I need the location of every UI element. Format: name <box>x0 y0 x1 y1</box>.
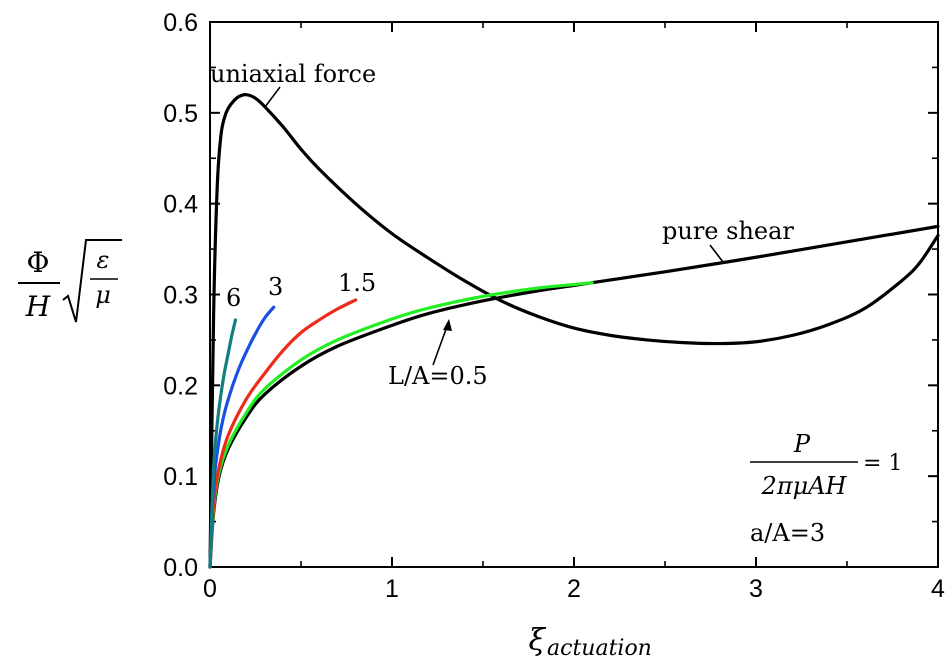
y-tick-label: 0.5 <box>163 100 198 128</box>
series-line-2 <box>208 281 594 569</box>
axis-ticks <box>209 21 939 568</box>
annotation-L-over-A-arrowhead <box>443 319 452 331</box>
series-line-5 <box>208 318 238 569</box>
y-tick-label: 0.1 <box>163 463 198 491</box>
y-label-numerator: Φ <box>27 246 50 279</box>
annotation-uniaxial-force: uniaxial force <box>210 60 376 88</box>
annotation-L-over-A: L/A=0.5 <box>388 362 488 390</box>
series-line-3 <box>208 298 358 569</box>
y-tick-label: 0.0 <box>163 554 198 582</box>
annotation-uniaxial-pointer <box>264 86 281 108</box>
y-axis-label: Φ H ε μ <box>18 239 122 323</box>
annotation-pure-shear: pure shear <box>662 217 794 245</box>
y-label-sqrt-numerator: ε <box>97 246 110 274</box>
label-curve-1.5: 1.5 <box>338 269 376 297</box>
y-tick-label: 0.4 <box>163 191 198 219</box>
label-curve-3: 3 <box>268 273 283 301</box>
series-line-0 <box>208 93 940 569</box>
x-axis-label-subscript: actuation <box>547 636 652 661</box>
tick-labels: 0 1 2 3 4 0.0 0.1 0.2 0.3 0.4 0.5 0.6 <box>163 9 945 603</box>
y-label-sqrt-sign <box>62 239 122 323</box>
y-tick-label: 0.3 <box>163 282 198 310</box>
y-tick-label: 0.6 <box>163 9 198 37</box>
x-tick-label: 0 <box>203 575 217 603</box>
y-label-denominator: H <box>25 290 51 323</box>
annotation-a-over-A: a/A=3 <box>750 519 825 547</box>
formula-denominator: 2πμAH <box>761 472 848 500</box>
series-lines <box>208 93 940 569</box>
annotation-pure-shear-pointer <box>709 244 724 263</box>
x-tick-label: 3 <box>749 575 763 603</box>
x-tick-label: 2 <box>567 575 581 603</box>
y-tick-label: 0.2 <box>163 372 198 400</box>
series-line-1 <box>208 224 940 569</box>
x-axis-label: ξ <box>528 623 546 658</box>
formula-block: P 2πμAH = 1 <box>750 430 902 500</box>
formula-numerator: P <box>793 430 811 458</box>
x-tick-label: 1 <box>385 575 399 603</box>
x-tick-label: 4 <box>931 575 945 603</box>
label-curve-6: 6 <box>226 284 241 312</box>
y-label-sqrt-denominator: μ <box>95 281 111 309</box>
formula-rhs: = 1 <box>863 451 902 476</box>
series-line-4 <box>208 305 276 569</box>
